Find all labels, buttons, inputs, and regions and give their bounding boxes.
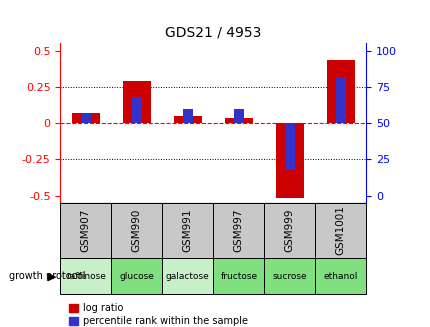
Bar [335, 77, 345, 123]
Bar [224, 118, 252, 123]
Bar [213, 203, 264, 258]
Bar [111, 258, 162, 294]
Text: ▶: ▶ [47, 271, 56, 281]
Bar [123, 81, 150, 123]
Text: GSM999: GSM999 [284, 209, 294, 252]
Bar [111, 203, 162, 258]
Text: GSM907: GSM907 [81, 209, 91, 252]
Bar [264, 258, 315, 294]
Bar [233, 109, 243, 123]
Bar [326, 60, 354, 123]
Text: fructose: fructose [220, 272, 257, 281]
Bar [213, 258, 264, 294]
Text: growth protocol: growth protocol [9, 271, 85, 281]
Bar [80, 113, 91, 123]
Text: GSM990: GSM990 [132, 209, 141, 252]
Text: GSM991: GSM991 [182, 209, 192, 252]
Bar [173, 116, 201, 123]
Bar [275, 123, 303, 198]
Legend: log ratio, percentile rank within the sample: log ratio, percentile rank within the sa… [65, 299, 251, 327]
Text: GSM1001: GSM1001 [335, 206, 345, 255]
Bar [315, 203, 366, 258]
Bar [60, 258, 111, 294]
Text: raffinose: raffinose [66, 272, 105, 281]
Text: galactose: galactose [166, 272, 209, 281]
Bar [315, 258, 366, 294]
Bar [60, 203, 111, 258]
Text: GSM997: GSM997 [233, 209, 243, 252]
Bar [284, 123, 294, 169]
Bar [162, 258, 213, 294]
Title: GDS21 / 4953: GDS21 / 4953 [165, 26, 261, 40]
Text: sucrose: sucrose [272, 272, 307, 281]
Bar [264, 203, 315, 258]
Bar [72, 113, 100, 123]
Text: glucose: glucose [119, 272, 154, 281]
Bar [162, 203, 213, 258]
Text: ethanol: ethanol [323, 272, 357, 281]
Bar [132, 97, 141, 123]
Bar [182, 109, 193, 123]
